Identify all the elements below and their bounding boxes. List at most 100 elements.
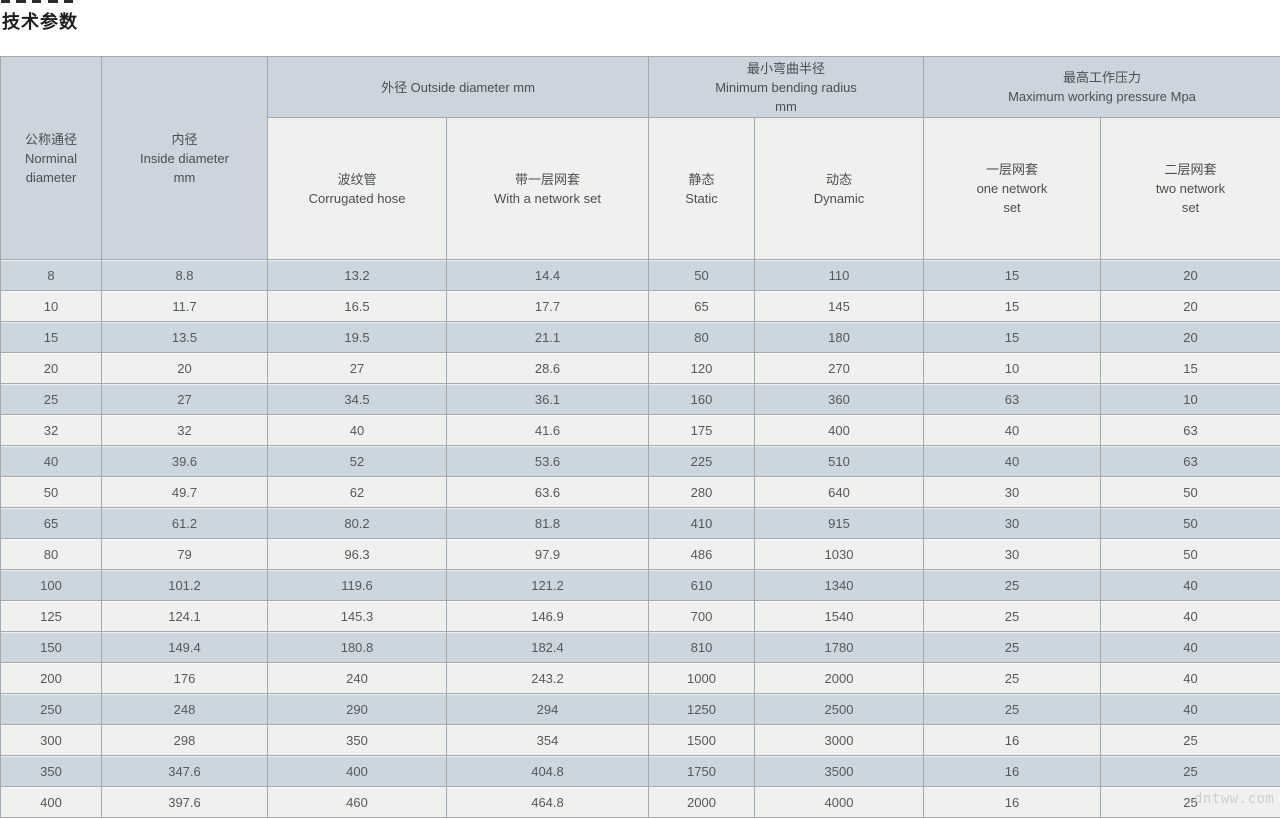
- table-row: 10 11.7 16.5 17.7 65 145 15 20: [0, 290, 1280, 322]
- table-cell: 464.8: [446, 786, 649, 818]
- table-cell: 40: [1100, 600, 1280, 632]
- table-cell: 180.8: [267, 631, 447, 663]
- table-cell: 280: [648, 476, 755, 508]
- table-cell: 80: [648, 321, 755, 353]
- table-cell: 354: [446, 724, 649, 756]
- table-cell: 96.3: [267, 538, 447, 570]
- table-row: 8 8.8 13.2 14.4 50 110 15 20: [0, 259, 1280, 291]
- table-cell: 225: [648, 445, 755, 477]
- table-cell: 30: [923, 476, 1101, 508]
- table-cell: 50: [1100, 538, 1280, 570]
- table-row: 100 101.2 119.6 121.2 610 1340 25 40: [0, 569, 1280, 601]
- table-cell: 50: [0, 476, 102, 508]
- header-dynamic: 动态 Dynamic: [754, 117, 924, 260]
- table-header: 公称通径 Norminal diameter 内径 Inside diamete…: [0, 56, 1280, 260]
- table-cell: 397.6: [101, 786, 268, 818]
- table-cell: 13.2: [267, 259, 447, 291]
- header-with-network-set: 带一层网套 With a network set: [446, 117, 649, 260]
- table-cell: 11.7: [101, 290, 268, 322]
- header-outside-diameter-group: 外径 Outside diameter mm: [267, 56, 649, 118]
- table-cell: 125: [0, 600, 102, 632]
- header-working-pressure-group: 最高工作压力 Maximum working pressure Mpa: [923, 56, 1280, 118]
- table-cell: 36.1: [446, 383, 649, 415]
- table-cell: 14.4: [446, 259, 649, 291]
- table-cell: 290: [267, 693, 447, 725]
- table-cell: 460: [267, 786, 447, 818]
- table-cell: 8: [0, 259, 102, 291]
- table-cell: 3500: [754, 755, 924, 787]
- table-cell: 240: [267, 662, 447, 694]
- table-cell: 97.9: [446, 538, 649, 570]
- table-cell: 16: [923, 724, 1101, 756]
- table-cell: 182.4: [446, 631, 649, 663]
- header-row-subcolumns: 波纹管 Corrugated hose 带一层网套 With a network…: [1, 117, 1280, 260]
- table-row: 125 124.1 145.3 146.9 700 1540 25 40: [0, 600, 1280, 632]
- table-cell: 40: [1100, 569, 1280, 601]
- table-cell: 40: [923, 445, 1101, 477]
- table-cell: 915: [754, 507, 924, 539]
- table-cell: 149.4: [101, 631, 268, 663]
- table-cell: 39.6: [101, 445, 268, 477]
- table-row: 150 149.4 180.8 182.4 810 1780 25 40: [0, 631, 1280, 663]
- table-cell: 21.1: [446, 321, 649, 353]
- table-cell: 360: [754, 383, 924, 415]
- table-cell: 25: [0, 383, 102, 415]
- table-cell: 400: [267, 755, 447, 787]
- table-cell: 27: [267, 352, 447, 384]
- table-cell: 1500: [648, 724, 755, 756]
- spec-table: 公称通径 Norminal diameter 内径 Inside diamete…: [0, 56, 1280, 818]
- table-cell: 25: [923, 600, 1101, 632]
- table-cell: 410: [648, 507, 755, 539]
- table-body: 8 8.8 13.2 14.4 50 110 15 20 10 11.7 16.5 17.7 65 145…: [0, 259, 1280, 818]
- table-cell: 30: [923, 538, 1101, 570]
- table-cell: 61.2: [101, 507, 268, 539]
- table-cell: 810: [648, 631, 755, 663]
- header-one-network-set: 一层网套 one network set: [923, 117, 1101, 260]
- table-cell: 25: [1100, 724, 1280, 756]
- header-corrugated-hose: 波纹管 Corrugated hose: [267, 117, 447, 260]
- table-cell: 350: [0, 755, 102, 787]
- table-cell: 50: [648, 259, 755, 291]
- table-cell: 16.5: [267, 290, 447, 322]
- table-cell: 80.2: [267, 507, 447, 539]
- header-nominal-diameter: 公称通径 Norminal diameter: [0, 56, 102, 260]
- table-cell: 294: [446, 693, 649, 725]
- table-row: 400 397.6 460 464.8 2000 4000 16 25: [0, 786, 1280, 818]
- table-cell: 175: [648, 414, 755, 446]
- table-cell: 10: [1100, 383, 1280, 415]
- table-cell: 180: [754, 321, 924, 353]
- table-cell: 15: [1100, 352, 1280, 384]
- header-two-network-set: 二层网套 two network set: [1100, 117, 1280, 260]
- table-row: 32 32 40 41.6 175 400 40 63: [0, 414, 1280, 446]
- table-cell: 150: [0, 631, 102, 663]
- table-cell: 32: [0, 414, 102, 446]
- table-row: 300 298 350 354 1500 3000 16 25: [0, 724, 1280, 756]
- table-cell: 2000: [754, 662, 924, 694]
- table-cell: 41.6: [446, 414, 649, 446]
- table-cell: 145.3: [267, 600, 447, 632]
- table-cell: 63: [1100, 414, 1280, 446]
- table-cell: 20: [1100, 259, 1280, 291]
- table-cell: 248: [101, 693, 268, 725]
- table-cell: 298: [101, 724, 268, 756]
- table-cell: 1000: [648, 662, 755, 694]
- table-cell: 2500: [754, 693, 924, 725]
- table-cell: 1540: [754, 600, 924, 632]
- table-cell: 19.5: [267, 321, 447, 353]
- table-cell: 160: [648, 383, 755, 415]
- table-cell: 50: [1100, 476, 1280, 508]
- table-cell: 65: [0, 507, 102, 539]
- table-cell: 20: [1100, 290, 1280, 322]
- table-row: 50 49.7 62 63.6 280 640 30 50: [0, 476, 1280, 508]
- table-cell: 32: [101, 414, 268, 446]
- table-row: 250 248 290 294 1250 2500 25 40: [0, 693, 1280, 725]
- table-cell: 1780: [754, 631, 924, 663]
- table-cell: 4000: [754, 786, 924, 818]
- table-cell: 300: [0, 724, 102, 756]
- table-row: 25 27 34.5 36.1 160 360 63 10: [0, 383, 1280, 415]
- table-cell: 27: [101, 383, 268, 415]
- table-cell: 119.6: [267, 569, 447, 601]
- table-cell: 124.1: [101, 600, 268, 632]
- table-cell: 63.6: [446, 476, 649, 508]
